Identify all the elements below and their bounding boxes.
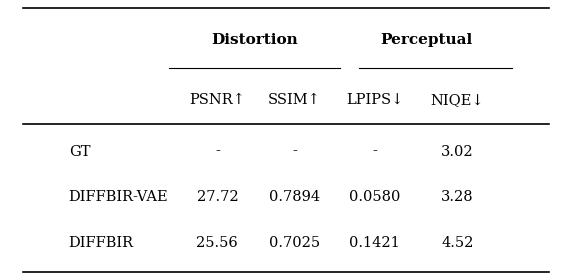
Text: 0.7025: 0.7025 xyxy=(269,236,320,250)
Text: 0.1421: 0.1421 xyxy=(349,236,400,250)
Text: -: - xyxy=(372,145,377,158)
Text: 3.02: 3.02 xyxy=(441,145,474,158)
Text: -: - xyxy=(215,145,220,158)
Text: 25.56: 25.56 xyxy=(197,236,238,250)
Text: 3.28: 3.28 xyxy=(441,190,474,204)
Text: 27.72: 27.72 xyxy=(197,190,238,204)
Text: DIFFBIR: DIFFBIR xyxy=(69,236,134,250)
Text: Distortion: Distortion xyxy=(211,33,298,47)
Text: -: - xyxy=(292,145,297,158)
Text: LPIPS↓: LPIPS↓ xyxy=(346,93,403,107)
Text: NIQE↓: NIQE↓ xyxy=(431,93,484,107)
Text: PSNR↑: PSNR↑ xyxy=(189,93,245,107)
Text: Perceptual: Perceptual xyxy=(380,33,472,47)
Text: 0.7894: 0.7894 xyxy=(269,190,320,204)
Text: GT: GT xyxy=(69,145,90,158)
Text: DIFFBIR-VAE: DIFFBIR-VAE xyxy=(69,190,168,204)
Text: 0.0580: 0.0580 xyxy=(349,190,400,204)
Text: 4.52: 4.52 xyxy=(442,236,474,250)
Text: SSIM↑: SSIM↑ xyxy=(268,93,321,107)
